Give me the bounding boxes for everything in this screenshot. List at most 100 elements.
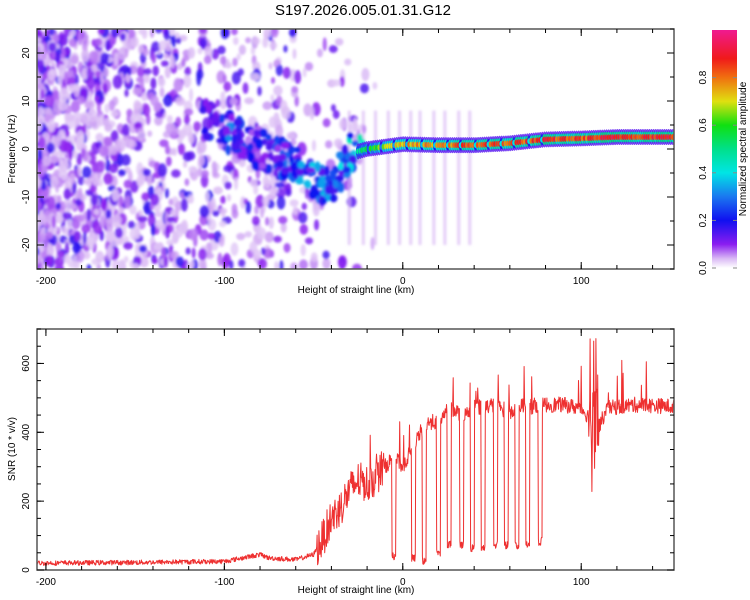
spectrogram-cell bbox=[175, 96, 186, 106]
snr-plot-area bbox=[37, 329, 674, 570]
spectrogram-cell bbox=[165, 156, 172, 167]
spectrogram-cell bbox=[117, 47, 127, 61]
spectrogram-cell bbox=[297, 160, 305, 169]
spectrogram-cell bbox=[309, 106, 315, 121]
spectrogram-cell bbox=[252, 36, 259, 49]
spectrogram-cell bbox=[339, 76, 345, 88]
spectrogram-cell bbox=[72, 241, 82, 254]
spectrogram-cell bbox=[211, 114, 219, 123]
colorbar-tick-label: 0.6 bbox=[698, 118, 709, 132]
spectrogram-cell bbox=[226, 194, 231, 202]
signal-core bbox=[670, 134, 674, 140]
spectrogram-cell bbox=[163, 53, 169, 60]
spectrogram-cell bbox=[219, 207, 228, 215]
spectrogram-cell bbox=[68, 38, 78, 48]
spectrogram-cell bbox=[263, 248, 273, 259]
spectrogram-cell bbox=[67, 84, 77, 93]
spectrogram-streak bbox=[457, 110, 461, 245]
spectrogram-cell bbox=[74, 74, 79, 86]
colorbar-ticks: 0.0 0.2 0.4 0.6 0.8 bbox=[698, 70, 737, 275]
colorbar-tick-label: 0.2 bbox=[698, 213, 709, 227]
spectrogram-cell bbox=[90, 116, 101, 130]
spectrogram-cell bbox=[290, 162, 298, 172]
x-tick-label: 100 bbox=[573, 276, 590, 287]
spectrogram-cell bbox=[168, 198, 174, 206]
spectrogram-cell bbox=[205, 104, 212, 114]
spectrogram-cell bbox=[342, 166, 352, 174]
spectrogram-cell bbox=[191, 247, 196, 259]
spectrogram-cell bbox=[82, 42, 88, 53]
spectrogram-streak bbox=[443, 110, 447, 245]
y-tick-label: 0 bbox=[21, 146, 32, 152]
spectrogram-cell bbox=[177, 143, 186, 155]
snr-x-label: Height of straight line (km) bbox=[298, 585, 415, 596]
spectrogram-cell bbox=[64, 198, 73, 207]
spectrogram-cell bbox=[170, 251, 177, 259]
spectrogram-cell bbox=[172, 147, 177, 157]
spectrogram-cell bbox=[45, 57, 51, 66]
spectrogram-cell bbox=[63, 71, 68, 85]
spectrogram-cell bbox=[253, 161, 260, 172]
spectrogram-cell bbox=[205, 242, 213, 256]
spectrogram-cell bbox=[130, 113, 139, 124]
spectrogram-cell bbox=[90, 194, 98, 207]
spectrogram-cell bbox=[91, 64, 98, 73]
snr-y-label: SNR (10 * v/v) bbox=[7, 417, 18, 481]
spectrogram-cell bbox=[224, 181, 232, 190]
spectrogram-cell bbox=[273, 59, 280, 67]
spectrogram-cell bbox=[221, 255, 230, 269]
spectrogram-cell bbox=[108, 163, 119, 174]
spectrogram-cell bbox=[231, 29, 238, 36]
spectrogram-cell bbox=[265, 216, 270, 226]
spectrogram-cell bbox=[217, 252, 223, 267]
spectrogram-cell bbox=[268, 216, 274, 230]
spectrogram-cell bbox=[108, 99, 116, 112]
spectrogram-cell bbox=[223, 81, 232, 92]
y-tick-label: 200 bbox=[21, 492, 32, 509]
spectrogram-cell bbox=[275, 160, 285, 169]
spectrogram-cell bbox=[370, 237, 375, 250]
spectrogram-cell bbox=[88, 237, 95, 251]
spectrogram-cell bbox=[80, 111, 90, 123]
spectrogram-cell bbox=[347, 132, 354, 140]
spectrogram-cell bbox=[330, 104, 336, 112]
spectrogram-cell bbox=[235, 132, 242, 142]
spectrogram-cell bbox=[154, 115, 163, 126]
spectrogram-cell bbox=[73, 230, 82, 242]
spectrogram-cell bbox=[232, 36, 239, 46]
spectrogram-cell bbox=[372, 81, 378, 90]
spectrogram-cell bbox=[251, 215, 260, 226]
spectrogram-cell bbox=[64, 242, 70, 255]
spectrogram-cell bbox=[86, 208, 92, 222]
spectrogram-cell bbox=[268, 151, 274, 162]
spectrogram-cell bbox=[100, 197, 108, 212]
spectrogram-cell bbox=[169, 130, 178, 137]
spectrogram-cell bbox=[198, 248, 207, 261]
spectrogram-cell bbox=[104, 123, 113, 132]
spectrogram-cell bbox=[269, 41, 278, 50]
spectrogram-cell bbox=[166, 115, 173, 124]
spectrogram-cell bbox=[72, 111, 83, 124]
spectrogram-cell bbox=[264, 231, 274, 243]
spectrogram-cell bbox=[198, 106, 208, 114]
spectrogram-cell bbox=[48, 29, 55, 36]
spectrogram-cell bbox=[225, 134, 232, 142]
spectrogram-cell bbox=[299, 224, 308, 235]
spectrogram-cell bbox=[225, 58, 230, 69]
spectrogram-cell bbox=[37, 162, 42, 177]
spectrogram-cell bbox=[337, 181, 345, 193]
spectrogram-cell bbox=[311, 139, 317, 152]
spectrogram-cell bbox=[349, 154, 358, 164]
spectrogram-cell bbox=[58, 99, 68, 112]
spectrogram-cell bbox=[95, 132, 104, 143]
spectrogram-cell bbox=[56, 250, 66, 258]
spectrogram-cell bbox=[55, 242, 62, 252]
spectrogram-cell bbox=[185, 247, 191, 255]
spectrogram-cell bbox=[164, 66, 171, 79]
spectrogram-cell bbox=[166, 239, 174, 246]
spectrogram-cell bbox=[49, 68, 57, 76]
spectrogram-cell bbox=[131, 263, 140, 269]
spectrogram-cell bbox=[255, 194, 265, 209]
spectrogram-cell bbox=[137, 256, 142, 265]
spectrogram-cell bbox=[270, 77, 276, 84]
